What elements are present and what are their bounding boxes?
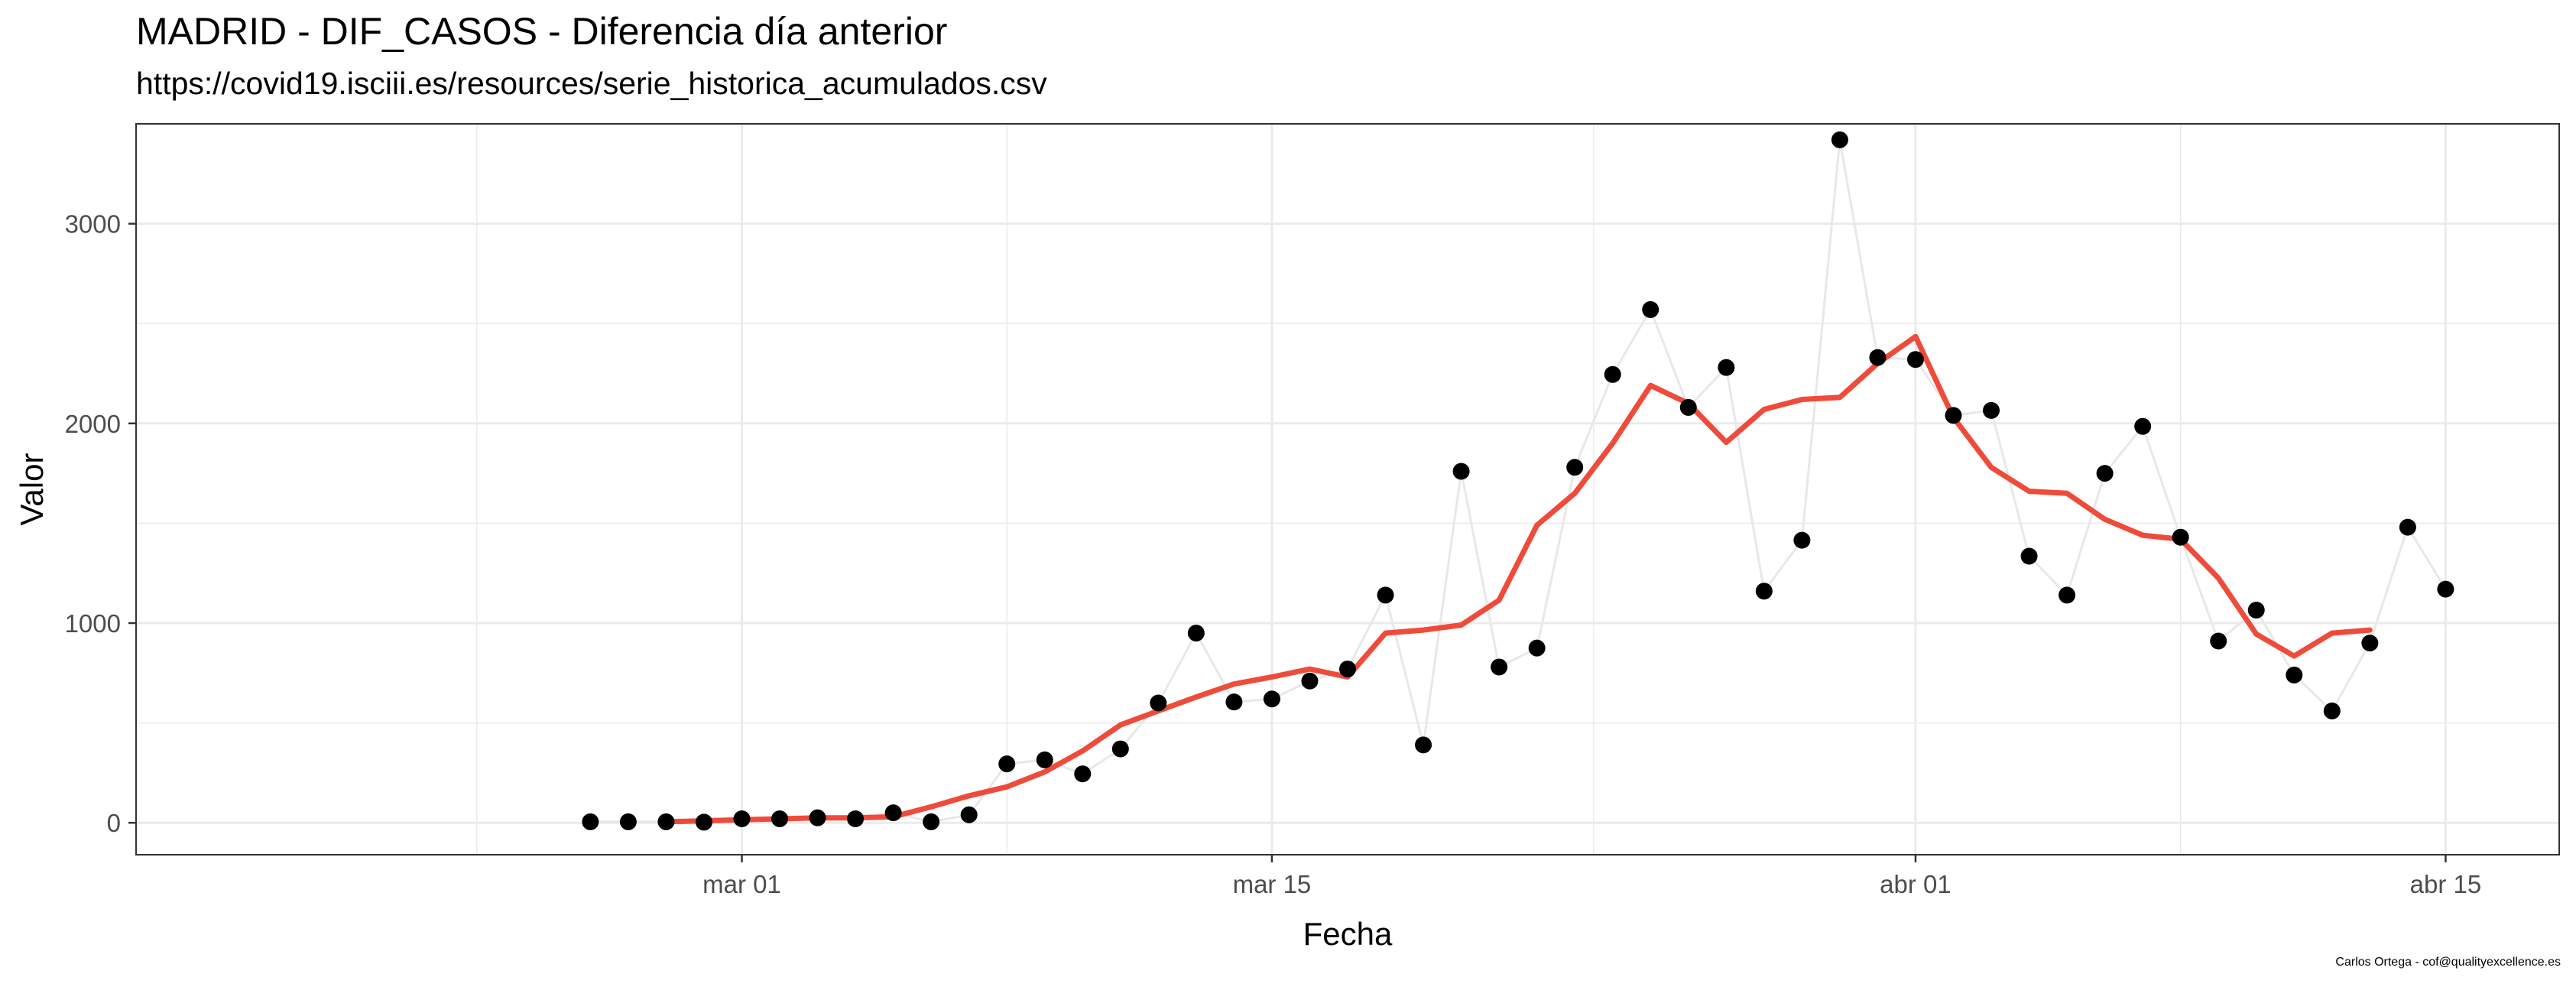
y-tick-label: 0 bbox=[107, 809, 121, 837]
data-point bbox=[1339, 661, 1356, 678]
data-point bbox=[2096, 465, 2114, 482]
data-point bbox=[960, 806, 978, 823]
data-point bbox=[809, 809, 826, 826]
chart-caption: Carlos Ortega - cof@qualityexcellence.es bbox=[2335, 956, 2561, 969]
y-tick-label: 1000 bbox=[65, 609, 121, 638]
data-point bbox=[1415, 736, 1432, 754]
minor-gridlines bbox=[136, 123, 2559, 855]
data-point bbox=[1869, 349, 1887, 366]
data-point bbox=[1150, 694, 1167, 712]
data-point bbox=[2323, 702, 2341, 719]
data-point bbox=[657, 813, 675, 830]
data-point bbox=[1301, 672, 1319, 690]
data-points bbox=[582, 131, 2454, 831]
smoothed-series-line bbox=[663, 333, 2373, 825]
data-point bbox=[1491, 658, 1508, 676]
data-point bbox=[1831, 131, 1848, 148]
data-point bbox=[884, 804, 902, 822]
data-point bbox=[582, 813, 599, 830]
x-tick-label: abr 01 bbox=[1880, 870, 1951, 898]
data-point bbox=[2399, 518, 2416, 536]
data-point bbox=[1187, 625, 1205, 642]
data-point bbox=[1604, 365, 1621, 383]
chart-title: MADRID - DIF_CASOS - Diferencia día ante… bbox=[136, 10, 948, 53]
x-tick-label: abr 15 bbox=[2410, 870, 2482, 898]
data-point bbox=[2247, 602, 2265, 619]
data-point bbox=[998, 755, 1016, 773]
data-point bbox=[1983, 401, 2000, 419]
data-point bbox=[733, 810, 751, 827]
major-gridlines bbox=[136, 124, 2559, 855]
data-point bbox=[923, 813, 940, 830]
y-axis-label: Valor bbox=[14, 453, 50, 526]
chart-subtitle: https://covid19.isciii.es/resources/seri… bbox=[136, 66, 1047, 101]
data-point bbox=[2134, 417, 2152, 435]
data-point bbox=[1566, 459, 1584, 476]
data-point bbox=[2020, 547, 2038, 565]
x-tick-label: mar 15 bbox=[1233, 870, 1312, 898]
data-point bbox=[847, 810, 865, 827]
data-point bbox=[1074, 765, 1092, 783]
data-point bbox=[1452, 463, 1470, 480]
data-point bbox=[2286, 666, 2303, 683]
smoothed-series-polyline bbox=[663, 333, 2373, 825]
x-tick-label: mar 01 bbox=[702, 870, 781, 898]
data-point bbox=[771, 810, 789, 827]
x-axis-label: Fecha bbox=[1303, 916, 1393, 952]
data-point bbox=[1036, 751, 1053, 768]
data-point bbox=[2437, 580, 2454, 598]
data-point bbox=[619, 813, 637, 830]
data-point bbox=[2361, 635, 2379, 652]
data-point bbox=[1111, 740, 1129, 758]
x-axis: mar 01 mar 15 abr 01 abr 15 bbox=[702, 855, 2481, 898]
data-point bbox=[2059, 586, 2076, 604]
data-point bbox=[2210, 632, 2227, 650]
y-axis: 0 1000 2000 3000 bbox=[65, 210, 136, 837]
raw-series-line bbox=[590, 139, 2447, 823]
data-point bbox=[1528, 639, 1546, 657]
data-point bbox=[1642, 300, 1659, 318]
y-tick-label: 3000 bbox=[65, 210, 121, 239]
data-point bbox=[1679, 398, 1697, 416]
data-point bbox=[1945, 407, 1962, 424]
data-point bbox=[1377, 586, 1394, 604]
plot-panel-border bbox=[135, 123, 2560, 856]
raw-series-polyline bbox=[590, 139, 2447, 823]
data-point bbox=[1263, 690, 1280, 708]
data-point bbox=[2172, 528, 2189, 546]
data-point bbox=[1793, 531, 1811, 549]
y-tick-label: 2000 bbox=[65, 410, 121, 438]
data-point bbox=[1755, 583, 1773, 600]
data-point bbox=[1718, 359, 1735, 376]
data-point bbox=[1906, 351, 1924, 369]
data-point bbox=[695, 813, 712, 831]
data-point bbox=[1225, 693, 1243, 711]
